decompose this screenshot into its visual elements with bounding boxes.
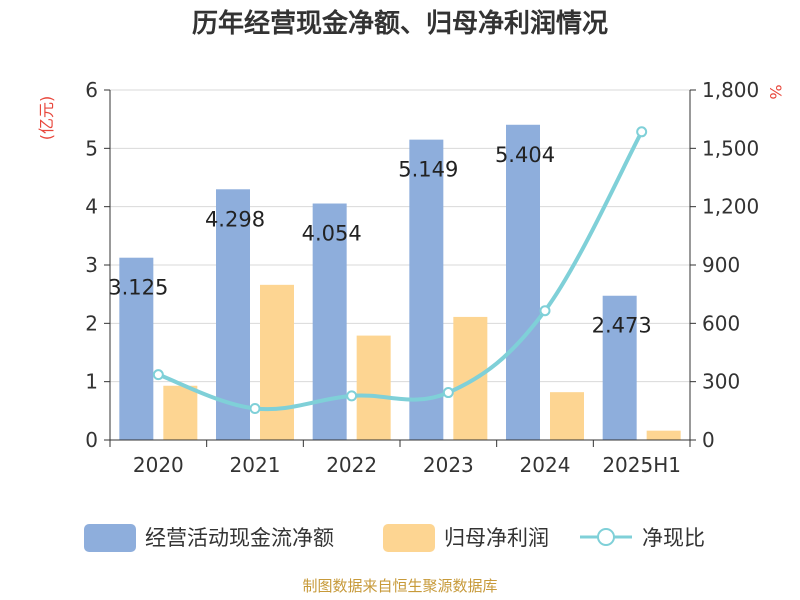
left-tick-label: 0 <box>85 428 98 452</box>
right-tick-label: 1,200 <box>702 195 759 219</box>
left-tick-label: 2 <box>85 311 98 335</box>
bar-operating-cash-flow <box>119 257 154 440</box>
bar-net-profit <box>163 385 198 440</box>
bar-data-label: 5.149 <box>398 158 458 182</box>
bar-data-label: 3.125 <box>108 276 168 300</box>
right-tick-label: 300 <box>702 370 740 394</box>
legend: 经营活动现金流净额 归母净利润 净现比 <box>84 524 705 552</box>
bar-data-label: 2.473 <box>592 314 652 338</box>
x-tick-label: 2020 <box>133 453 184 477</box>
x-tick-label: 2025H1 <box>602 453 681 477</box>
data-labels: 3.125 4.298 4.054 5.149 5.404 2.473 <box>108 143 651 338</box>
right-tick-label: 0 <box>702 428 715 452</box>
bar-data-label: 4.298 <box>205 207 265 231</box>
ratio-point <box>152 369 164 381</box>
left-tick-label: 5 <box>85 136 98 160</box>
bar-net-profit <box>260 284 294 440</box>
left-tick-label: 4 <box>85 195 98 219</box>
bar-net-profit <box>550 392 584 440</box>
ratio-point <box>346 390 358 402</box>
x-tick-label: 2021 <box>230 453 281 477</box>
legend-label-ratio: 净现比 <box>642 526 705 550</box>
left-tick-label: 3 <box>85 253 98 277</box>
bar-operating-cash-flow <box>602 295 637 440</box>
chart-title: 历年经营现金净额、归母净利润情况 <box>192 8 608 39</box>
left-tick-label: 1 <box>85 370 98 394</box>
ratio-point <box>442 387 454 399</box>
ratio-point <box>539 305 551 317</box>
x-tick-label: 2023 <box>423 453 474 477</box>
x-tick-label: 2022 <box>326 453 377 477</box>
ratio-line <box>152 126 648 414</box>
bar-operating-cash-flow <box>409 139 444 440</box>
bar-net-profit <box>356 335 391 440</box>
bar-operating-cash-flow <box>216 189 250 440</box>
right-axis-unit: % <box>766 84 785 99</box>
right-tick-label: 1,500 <box>702 136 759 160</box>
right-tick-label: 900 <box>702 253 740 277</box>
bar-data-label: 5.404 <box>495 143 555 167</box>
bar-data-label: 4.054 <box>302 222 362 246</box>
right-tick-label: 1,800 <box>702 78 759 102</box>
axes: 0 1 2 3 4 5 6 0 300 600 900 1,200 1,500 1,800 2020 2021… <box>85 78 759 477</box>
bar-net-profit <box>453 316 488 440</box>
left-axis-unit: (亿元) <box>37 96 56 141</box>
left-tick-label: 6 <box>85 78 98 102</box>
source-note: 制图数据来自恒生聚源数据库 <box>302 577 497 595</box>
grid-lines <box>110 89 690 383</box>
right-tick-label: 600 <box>702 311 740 335</box>
legend-label-operating-cash-flow: 经营活动现金流净额 <box>145 526 334 550</box>
ratio-point <box>636 126 648 138</box>
ratio-point <box>249 403 261 414</box>
bars <box>119 124 681 441</box>
bar-net-profit <box>646 430 681 440</box>
legend-swatch-operating-cash-flow <box>84 524 136 552</box>
legend-swatch-net-profit <box>383 524 435 552</box>
legend-label-net-profit: 归母净利润 <box>444 526 549 550</box>
bar-operating-cash-flow <box>506 124 540 441</box>
x-tick-label: 2024 <box>520 453 571 477</box>
